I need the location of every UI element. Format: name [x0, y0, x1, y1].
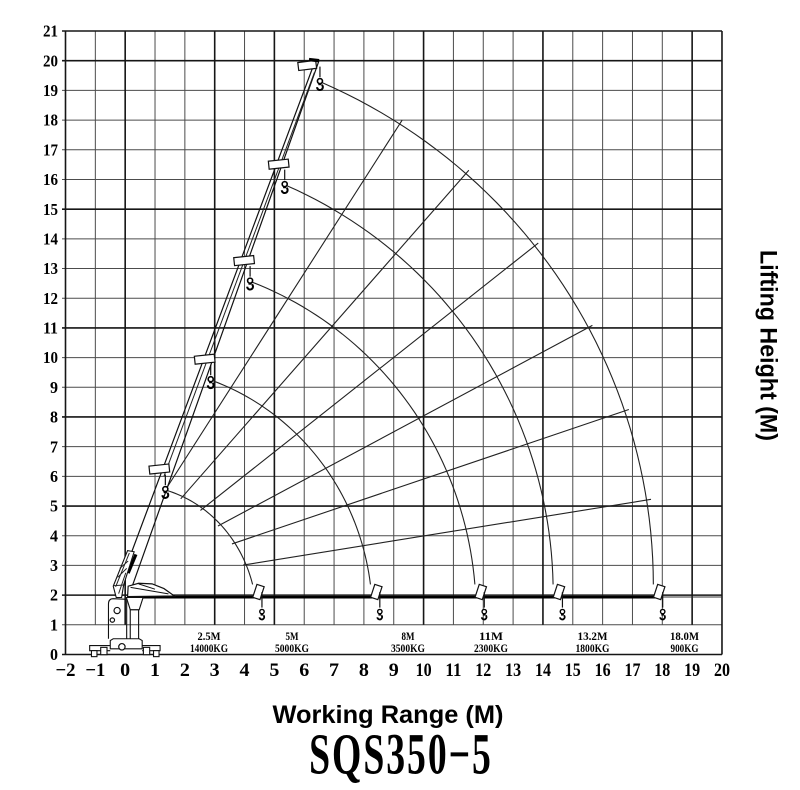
- svg-text:8: 8: [50, 408, 58, 427]
- svg-text:Working Range (M): Working Range (M): [273, 701, 504, 729]
- svg-text:18: 18: [43, 111, 58, 130]
- svg-text:1: 1: [50, 615, 58, 634]
- svg-text:2: 2: [180, 660, 190, 681]
- svg-text:0: 0: [50, 645, 58, 664]
- svg-text:14: 14: [535, 660, 551, 681]
- svg-text:19: 19: [43, 81, 58, 100]
- svg-text:11: 11: [445, 660, 461, 681]
- svg-text:11: 11: [43, 319, 58, 338]
- svg-text:10: 10: [416, 660, 432, 681]
- svg-text:11M: 11M: [479, 629, 503, 643]
- svg-text:18.0M: 18.0M: [670, 629, 699, 643]
- svg-text:2: 2: [50, 586, 58, 605]
- svg-text:SQS350−5: SQS350−5: [309, 721, 493, 786]
- svg-text:13: 13: [505, 660, 521, 681]
- svg-text:14000KG: 14000KG: [190, 641, 228, 655]
- svg-text:3: 3: [210, 660, 220, 681]
- svg-text:900KG: 900KG: [671, 641, 699, 655]
- svg-text:5M: 5M: [286, 629, 299, 643]
- svg-text:13: 13: [43, 259, 58, 278]
- svg-text:4: 4: [50, 526, 58, 545]
- svg-text:19: 19: [684, 660, 700, 681]
- svg-text:21: 21: [43, 22, 58, 41]
- svg-text:0: 0: [120, 660, 130, 681]
- svg-text:16: 16: [595, 660, 611, 681]
- svg-text:15: 15: [565, 660, 581, 681]
- svg-text:5: 5: [50, 497, 58, 516]
- svg-text:5000KG: 5000KG: [275, 641, 309, 655]
- svg-text:6: 6: [50, 467, 58, 486]
- svg-text:7: 7: [329, 660, 340, 681]
- svg-text:14: 14: [43, 229, 58, 248]
- svg-text:17: 17: [624, 660, 640, 681]
- svg-text:−1: −1: [85, 660, 105, 681]
- svg-text:17: 17: [43, 140, 58, 159]
- svg-text:20: 20: [714, 660, 730, 681]
- svg-text:4: 4: [240, 660, 251, 681]
- svg-text:15: 15: [43, 200, 58, 219]
- svg-text:12: 12: [475, 660, 491, 681]
- svg-text:7: 7: [50, 437, 58, 456]
- svg-text:−2: −2: [56, 660, 76, 681]
- svg-text:18: 18: [654, 660, 670, 681]
- svg-text:9: 9: [389, 660, 399, 681]
- svg-text:3: 3: [50, 556, 58, 575]
- svg-text:1800KG: 1800KG: [576, 641, 610, 655]
- svg-text:12: 12: [43, 289, 58, 308]
- svg-text:1: 1: [150, 660, 160, 681]
- svg-text:8: 8: [359, 660, 369, 681]
- svg-text:16: 16: [43, 170, 58, 189]
- svg-text:10: 10: [43, 348, 58, 367]
- svg-text:5: 5: [269, 660, 279, 681]
- svg-text:2.5M: 2.5M: [198, 629, 221, 643]
- svg-text:6: 6: [299, 660, 309, 681]
- svg-text:2300KG: 2300KG: [474, 641, 508, 655]
- svg-text:9: 9: [50, 378, 58, 397]
- svg-text:Lifting Height (M): Lifting Height (M): [755, 250, 782, 441]
- svg-text:8M: 8M: [402, 629, 415, 643]
- svg-text:3500KG: 3500KG: [391, 641, 425, 655]
- svg-text:13.2M: 13.2M: [578, 629, 608, 643]
- svg-text:20: 20: [43, 51, 58, 70]
